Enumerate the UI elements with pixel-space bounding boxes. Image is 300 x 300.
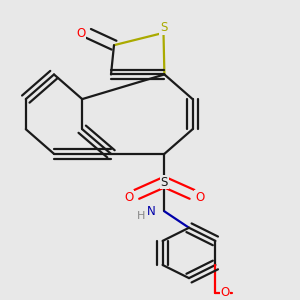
Text: O: O <box>124 191 134 204</box>
Text: O: O <box>195 191 204 204</box>
Text: H: H <box>137 211 145 221</box>
Text: S: S <box>160 21 167 34</box>
Text: N: N <box>147 205 156 218</box>
Text: O: O <box>220 286 230 299</box>
Text: S: S <box>161 176 168 188</box>
Text: O: O <box>76 27 85 40</box>
